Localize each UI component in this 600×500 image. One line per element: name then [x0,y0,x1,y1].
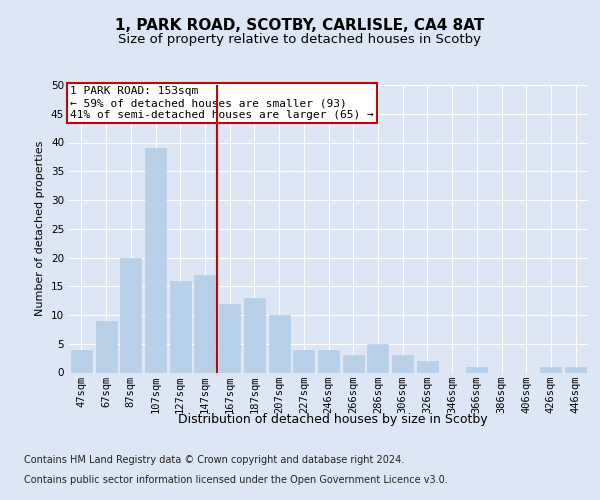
Text: Contains HM Land Registry data © Crown copyright and database right 2024.: Contains HM Land Registry data © Crown c… [24,455,404,465]
Bar [194,275,215,372]
Text: 1 PARK ROAD: 153sqm
← 59% of detached houses are smaller (93)
41% of semi-detach: 1 PARK ROAD: 153sqm ← 59% of detached ho… [70,86,374,120]
Bar [417,361,438,372]
Bar [565,367,586,372]
Text: Distribution of detached houses by size in Scotby: Distribution of detached houses by size … [178,412,488,426]
Bar [145,148,166,372]
Bar [541,367,562,372]
Y-axis label: Number of detached properties: Number of detached properties [35,141,46,316]
Bar [318,350,339,372]
Bar [392,355,413,372]
Bar [95,321,116,372]
Bar [367,344,388,372]
Bar [466,367,487,372]
Bar [120,258,141,372]
Bar [71,350,92,372]
Text: Size of property relative to detached houses in Scotby: Size of property relative to detached ho… [119,32,482,46]
Bar [269,315,290,372]
Bar [244,298,265,372]
Text: 1, PARK ROAD, SCOTBY, CARLISLE, CA4 8AT: 1, PARK ROAD, SCOTBY, CARLISLE, CA4 8AT [115,18,485,32]
Bar [219,304,240,372]
Bar [343,355,364,372]
Bar [293,350,314,372]
Bar [170,280,191,372]
Text: Contains public sector information licensed under the Open Government Licence v3: Contains public sector information licen… [24,475,448,485]
